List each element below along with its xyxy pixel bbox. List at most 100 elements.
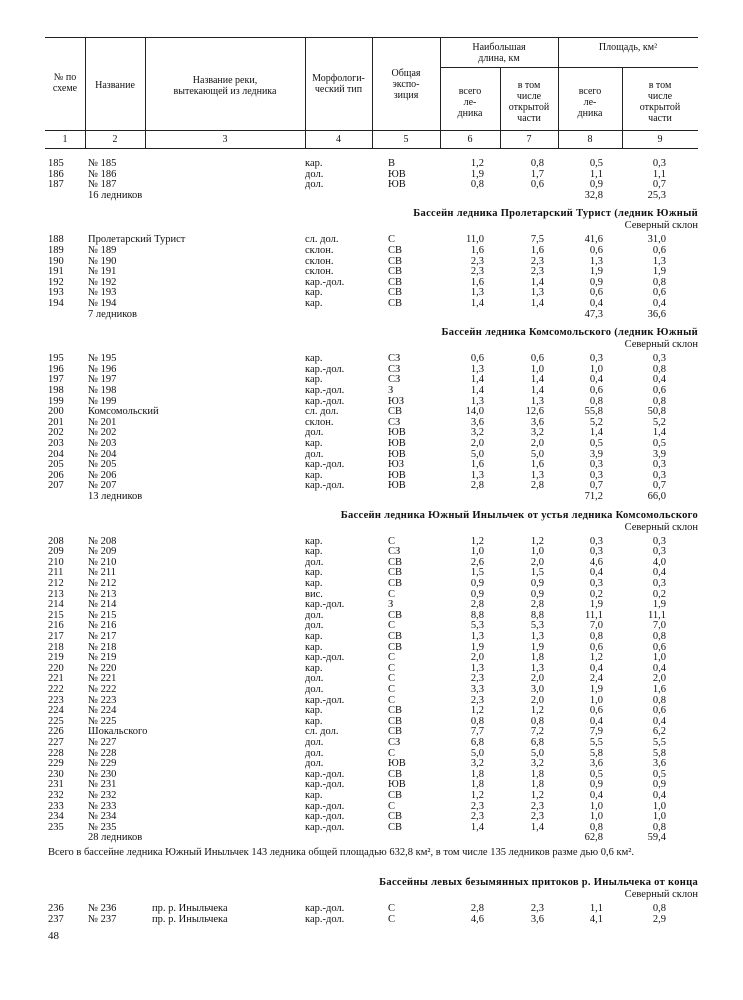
morph-type: кар. (305, 535, 323, 547)
area-open: 0,8 (652, 395, 666, 407)
length-total: 1,3 (470, 395, 484, 407)
rule (45, 148, 698, 149)
area-open: 11,1 (648, 609, 666, 621)
morph-type: кар. (305, 578, 323, 589)
area-total: 55,8 (584, 406, 603, 418)
glacier-number: 219 (48, 652, 64, 664)
glacier-number: 217 (48, 631, 64, 642)
exposure: СВ (388, 298, 403, 309)
area-open: 0,8 (652, 821, 666, 833)
area-total: 0,2 (589, 588, 603, 600)
glacier-name: № 221 (88, 673, 117, 685)
area-total: 0,3 (589, 578, 603, 589)
glacier-name: № 210 (88, 556, 117, 568)
glacier-name: № 209 (88, 546, 117, 558)
area-total: 1,2 (589, 652, 603, 664)
length-open: 1,3 (530, 395, 544, 407)
length-total: 1,3 (470, 662, 484, 674)
exposure: СВ (388, 790, 403, 801)
exposure: ЮВ (388, 179, 406, 191)
area-open: 0,3 (652, 459, 666, 471)
area-total: 0,4 (589, 567, 603, 579)
length-open: 2,0 (530, 694, 544, 706)
length-open: 2,0 (530, 438, 544, 449)
glacier-number: 195 (48, 353, 64, 365)
morph-type: сл. дол. (305, 234, 339, 246)
area-open: 1,4 (652, 427, 666, 439)
area-open: 3,6 (652, 758, 666, 770)
length-total: 1,8 (470, 779, 484, 791)
length-total: 2,3 (470, 266, 484, 278)
morph-type: кар. (305, 353, 323, 365)
area-open: 0,8 (652, 631, 666, 642)
area-open: 0,9 (652, 779, 666, 791)
area-total: 0,3 (589, 353, 603, 365)
total-area: 47,3 (584, 308, 603, 320)
area-total: 1,1 (589, 168, 603, 180)
glacier-number: 199 (48, 395, 64, 407)
glacier-name: № 202 (88, 427, 117, 439)
glacier-number: 192 (48, 276, 64, 288)
glacier-name: № 236 (88, 903, 117, 914)
exposure: С (388, 588, 396, 600)
length-total: 1,4 (470, 374, 484, 386)
area-total: 4,1 (589, 913, 603, 925)
area-total: 0,4 (589, 662, 603, 674)
morph-type: склон. (305, 245, 334, 256)
glacier-name: № 228 (88, 747, 117, 759)
length-open: 1,4 (530, 821, 544, 833)
glacier-number: 209 (48, 546, 64, 558)
exposure: СЗ (388, 374, 401, 386)
area-open: 0,4 (652, 662, 666, 674)
area-open: 3,9 (652, 448, 666, 460)
length-open: 1,0 (530, 546, 544, 558)
morph-type: кар.-дол. (305, 821, 345, 833)
exposure: З (388, 599, 394, 611)
exposure: СВ (388, 705, 403, 717)
rule (440, 37, 441, 148)
rule (622, 67, 623, 148)
glacier-name: № 195 (88, 353, 117, 365)
length-open: 1,6 (530, 459, 544, 471)
morph-type: дол. (305, 684, 324, 695)
length-open: 3,2 (530, 758, 544, 770)
column-header: Морфологи- ческий тип (312, 73, 365, 95)
area-total: 1,9 (589, 599, 603, 611)
area-total: 0,6 (589, 385, 603, 396)
length-open: 2,3 (530, 266, 544, 278)
morph-type: сл. дол. (305, 726, 339, 738)
glacier-number: 216 (48, 620, 64, 632)
exposure: С (388, 234, 396, 246)
morph-type: кар.-дол. (305, 652, 345, 664)
glacier-number: 226 (48, 726, 64, 738)
length-open: 5,0 (530, 448, 544, 460)
length-total: 2,8 (470, 599, 484, 611)
length-total: 0,6 (470, 353, 484, 365)
area-open: 0,5 (652, 438, 666, 449)
glacier-number: 207 (48, 480, 64, 492)
morph-type: кар.-дол. (305, 385, 345, 396)
length-open: 8,8 (530, 609, 544, 621)
area-total: 0,8 (589, 821, 603, 833)
length-open: 7,5 (530, 234, 544, 246)
morph-type: кар.-дол. (305, 811, 345, 823)
area-total: 0,3 (589, 535, 603, 547)
length-total: 6,8 (470, 737, 484, 748)
length-open: 0,8 (530, 158, 544, 169)
length-total: 0,8 (470, 715, 484, 727)
glacier-number: 211 (48, 567, 64, 579)
length-open: 1,3 (530, 662, 544, 674)
column-group-header: Площадь, км² (598, 42, 658, 53)
exposure: ЮВ (388, 779, 406, 791)
length-open: 1,7 (530, 168, 544, 180)
glacier-number: 203 (48, 438, 64, 449)
area-total: 1,4 (589, 427, 603, 439)
length-total: 2,3 (470, 694, 484, 706)
exposure: С (388, 913, 396, 925)
glacier-number: 232 (48, 790, 64, 801)
exposure: СВ (388, 567, 403, 579)
glacier-number: 224 (48, 705, 64, 717)
glacier-name: № 230 (88, 768, 117, 780)
length-total: 5,0 (470, 448, 484, 460)
glacier-name: № 191 (88, 266, 117, 278)
